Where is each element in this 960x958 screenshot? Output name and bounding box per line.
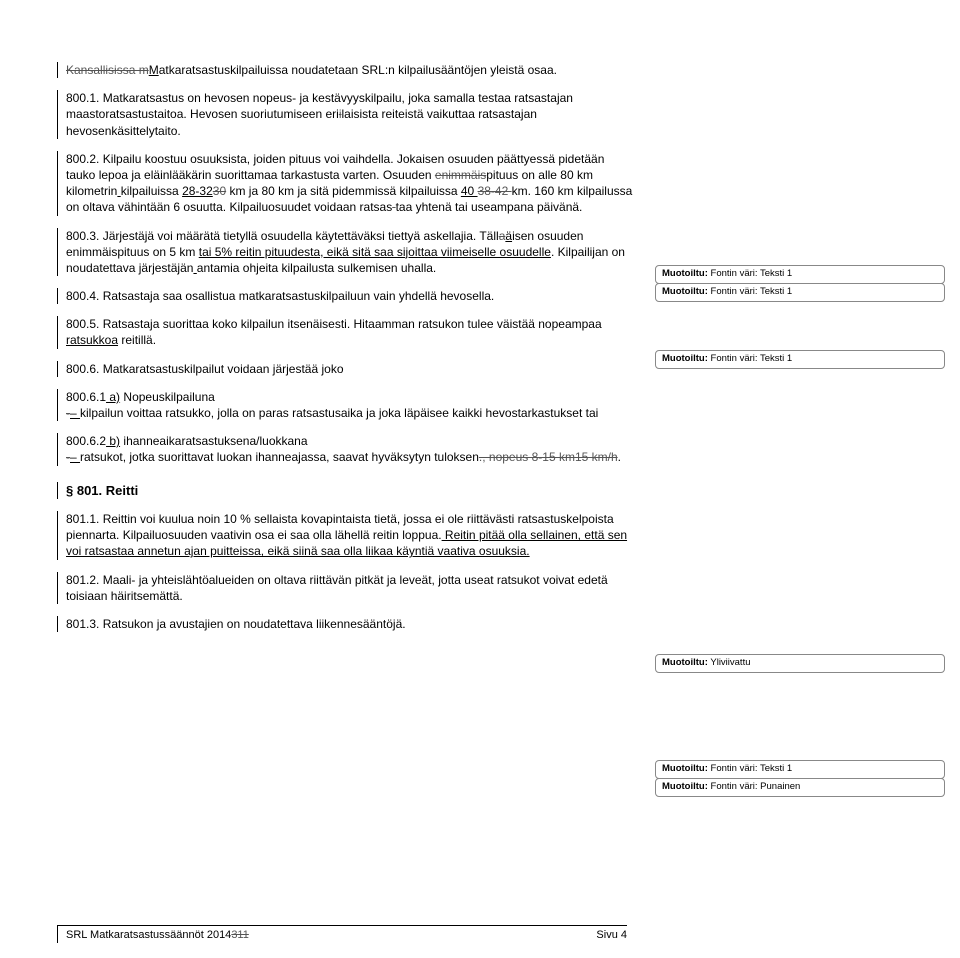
text: Järjestäjä voi määrätä tietyllä osuudell… (99, 229, 498, 243)
ins-text: – (70, 450, 80, 464)
text: atkaratsastuskilpailuissa noudatetaan SR… (159, 63, 557, 77)
text: 800.5. Ratsastaja suorittaa koko kilpail… (66, 317, 602, 331)
ins-text: M (149, 63, 159, 77)
comment-label: Muotoiltu: (662, 781, 708, 792)
text: 801.2. Maali- ja yhteislähtöalueiden on … (66, 573, 608, 603)
del-text: Kansallisissa m (66, 63, 149, 77)
text: kilpailuissa (121, 184, 182, 198)
text: ratsukot, jotka suorittavat luokan ihann… (80, 450, 479, 464)
text: kilpailun voittaa ratsukko, jolla on par… (80, 406, 598, 420)
para-800-4: 800.4. Ratsastaja saa osallistua matkara… (57, 288, 636, 304)
comment-text: Fontin väri: Teksti 1 (708, 286, 792, 297)
del-text: 30 (213, 184, 226, 198)
del-text: 311 (231, 929, 249, 941)
para-801-2: 801.2. Maali- ja yhteislähtöalueiden on … (57, 572, 636, 604)
text: reitillä. (118, 333, 156, 347)
ins-text: a) (106, 390, 120, 404)
rule-number: 800.3. (66, 229, 99, 243)
comment-text: Fontin väri: Teksti 1 (708, 268, 792, 279)
rule-number: 800.2. (66, 152, 99, 166)
footer-title: SRL Matkaratsastussäännöt 2014 (66, 929, 231, 941)
del-text: enimmäis (435, 168, 486, 182)
heading-801: § 801. Reitti (57, 482, 636, 500)
rule-number: 800.6.2 (66, 434, 106, 448)
footer-left: SRL Matkaratsastussäännöt 2014311 (66, 928, 249, 943)
comment-label: Muotoiltu: (662, 657, 708, 668)
del-text: ., nopeus 8-15 km (479, 450, 575, 464)
para-800-1: 800.1. Matkaratsastus on hevosen nopeus-… (57, 90, 636, 139)
text: . (618, 450, 621, 464)
comment-text: Yliviivattu (708, 657, 751, 668)
text: taa yhtenä tai useampana päivänä. (396, 200, 583, 214)
para-800-3: 800.3. Järjestäjä voi määrätä tietyllä o… (57, 228, 636, 277)
text: ihanneaikaratsastuksena/luokkana (120, 434, 307, 448)
comment-balloon[interactable]: Muotoiltu: Fontin väri: Teksti 1 (655, 350, 945, 371)
comment-label: Muotoiltu: (662, 268, 708, 279)
para-801-1: 801.1. Reittin voi kuulua noin 10 % sell… (57, 511, 636, 560)
para-800-6: 800.6. Matkaratsastuskilpailut voidaan j… (57, 361, 636, 377)
para-800-2: 800.2. Kilpailu koostuu osuuksista, joid… (57, 151, 636, 216)
rule-number: 800.1. (66, 91, 99, 105)
rule-number: 801.1. (66, 512, 99, 526)
comment-text: Fontin väri: Punainen (708, 781, 800, 792)
del-text: 38-42 (478, 184, 512, 198)
rule-number: 800.6.1 (66, 390, 106, 404)
comment-label: Muotoiltu: (662, 286, 708, 297)
text: 800.4. Ratsastaja saa osallistua matkara… (66, 289, 494, 303)
document-body: Kansallisissa mMatkaratsastuskilpailuiss… (66, 62, 636, 644)
text: Nopeuskilpailuna (120, 390, 215, 404)
para-801-3: 801.3. Ratsukon ja avustajien on noudate… (57, 616, 636, 632)
comment-balloon[interactable]: Muotoiltu: Fontin väri: Punainen (655, 778, 945, 799)
text: antamia ohjeita kilpailusta sulkemisen u… (197, 261, 436, 275)
ins-text: 40 (461, 184, 478, 198)
page-footer: SRL Matkaratsastussäännöt 2014311 Sivu 4 (57, 925, 627, 943)
comment-label: Muotoiltu: (662, 353, 708, 364)
del-text: 15 km/h (575, 450, 618, 464)
heading-text: § 801. Reitti (66, 483, 138, 498)
text: 801.3. Ratsukon ja avustajien on noudate… (66, 617, 406, 631)
footer-page-number: Sivu 4 (596, 928, 627, 943)
para-intro: Kansallisissa mMatkaratsastuskilpailuiss… (57, 62, 636, 78)
comment-balloon[interactable]: Muotoiltu: Fontin väri: Teksti 1 (655, 283, 945, 304)
ins-text: tai 5% reitin pituudesta, eikä sitä saa … (199, 245, 551, 259)
ins-text: b) (106, 434, 120, 448)
comment-balloon[interactable]: Muotoiltu: Yliviivattu (655, 654, 945, 675)
para-800-5: 800.5. Ratsastaja suorittaa koko kilpail… (57, 316, 636, 348)
comment-label: Muotoiltu: (662, 763, 708, 774)
comment-text: Fontin väri: Teksti 1 (708, 763, 792, 774)
ins-text: – (70, 406, 80, 420)
text: 800.6. Matkaratsastuskilpailut voidaan j… (66, 362, 344, 376)
ins-text: 28-32 (182, 184, 213, 198)
text: km ja 80 km ja sitä pidemmissä kilpailui… (226, 184, 461, 198)
comment-text: Fontin väri: Teksti 1 (708, 353, 792, 364)
para-800-6-1: 800.6.1 a) Nopeuskilpailuna -– kilpailun… (57, 389, 636, 421)
para-800-6-2: 800.6.2 b) ihanneaikaratsastuksena/luokk… (57, 433, 636, 465)
ins-text: ratsukkoa (66, 333, 118, 347)
